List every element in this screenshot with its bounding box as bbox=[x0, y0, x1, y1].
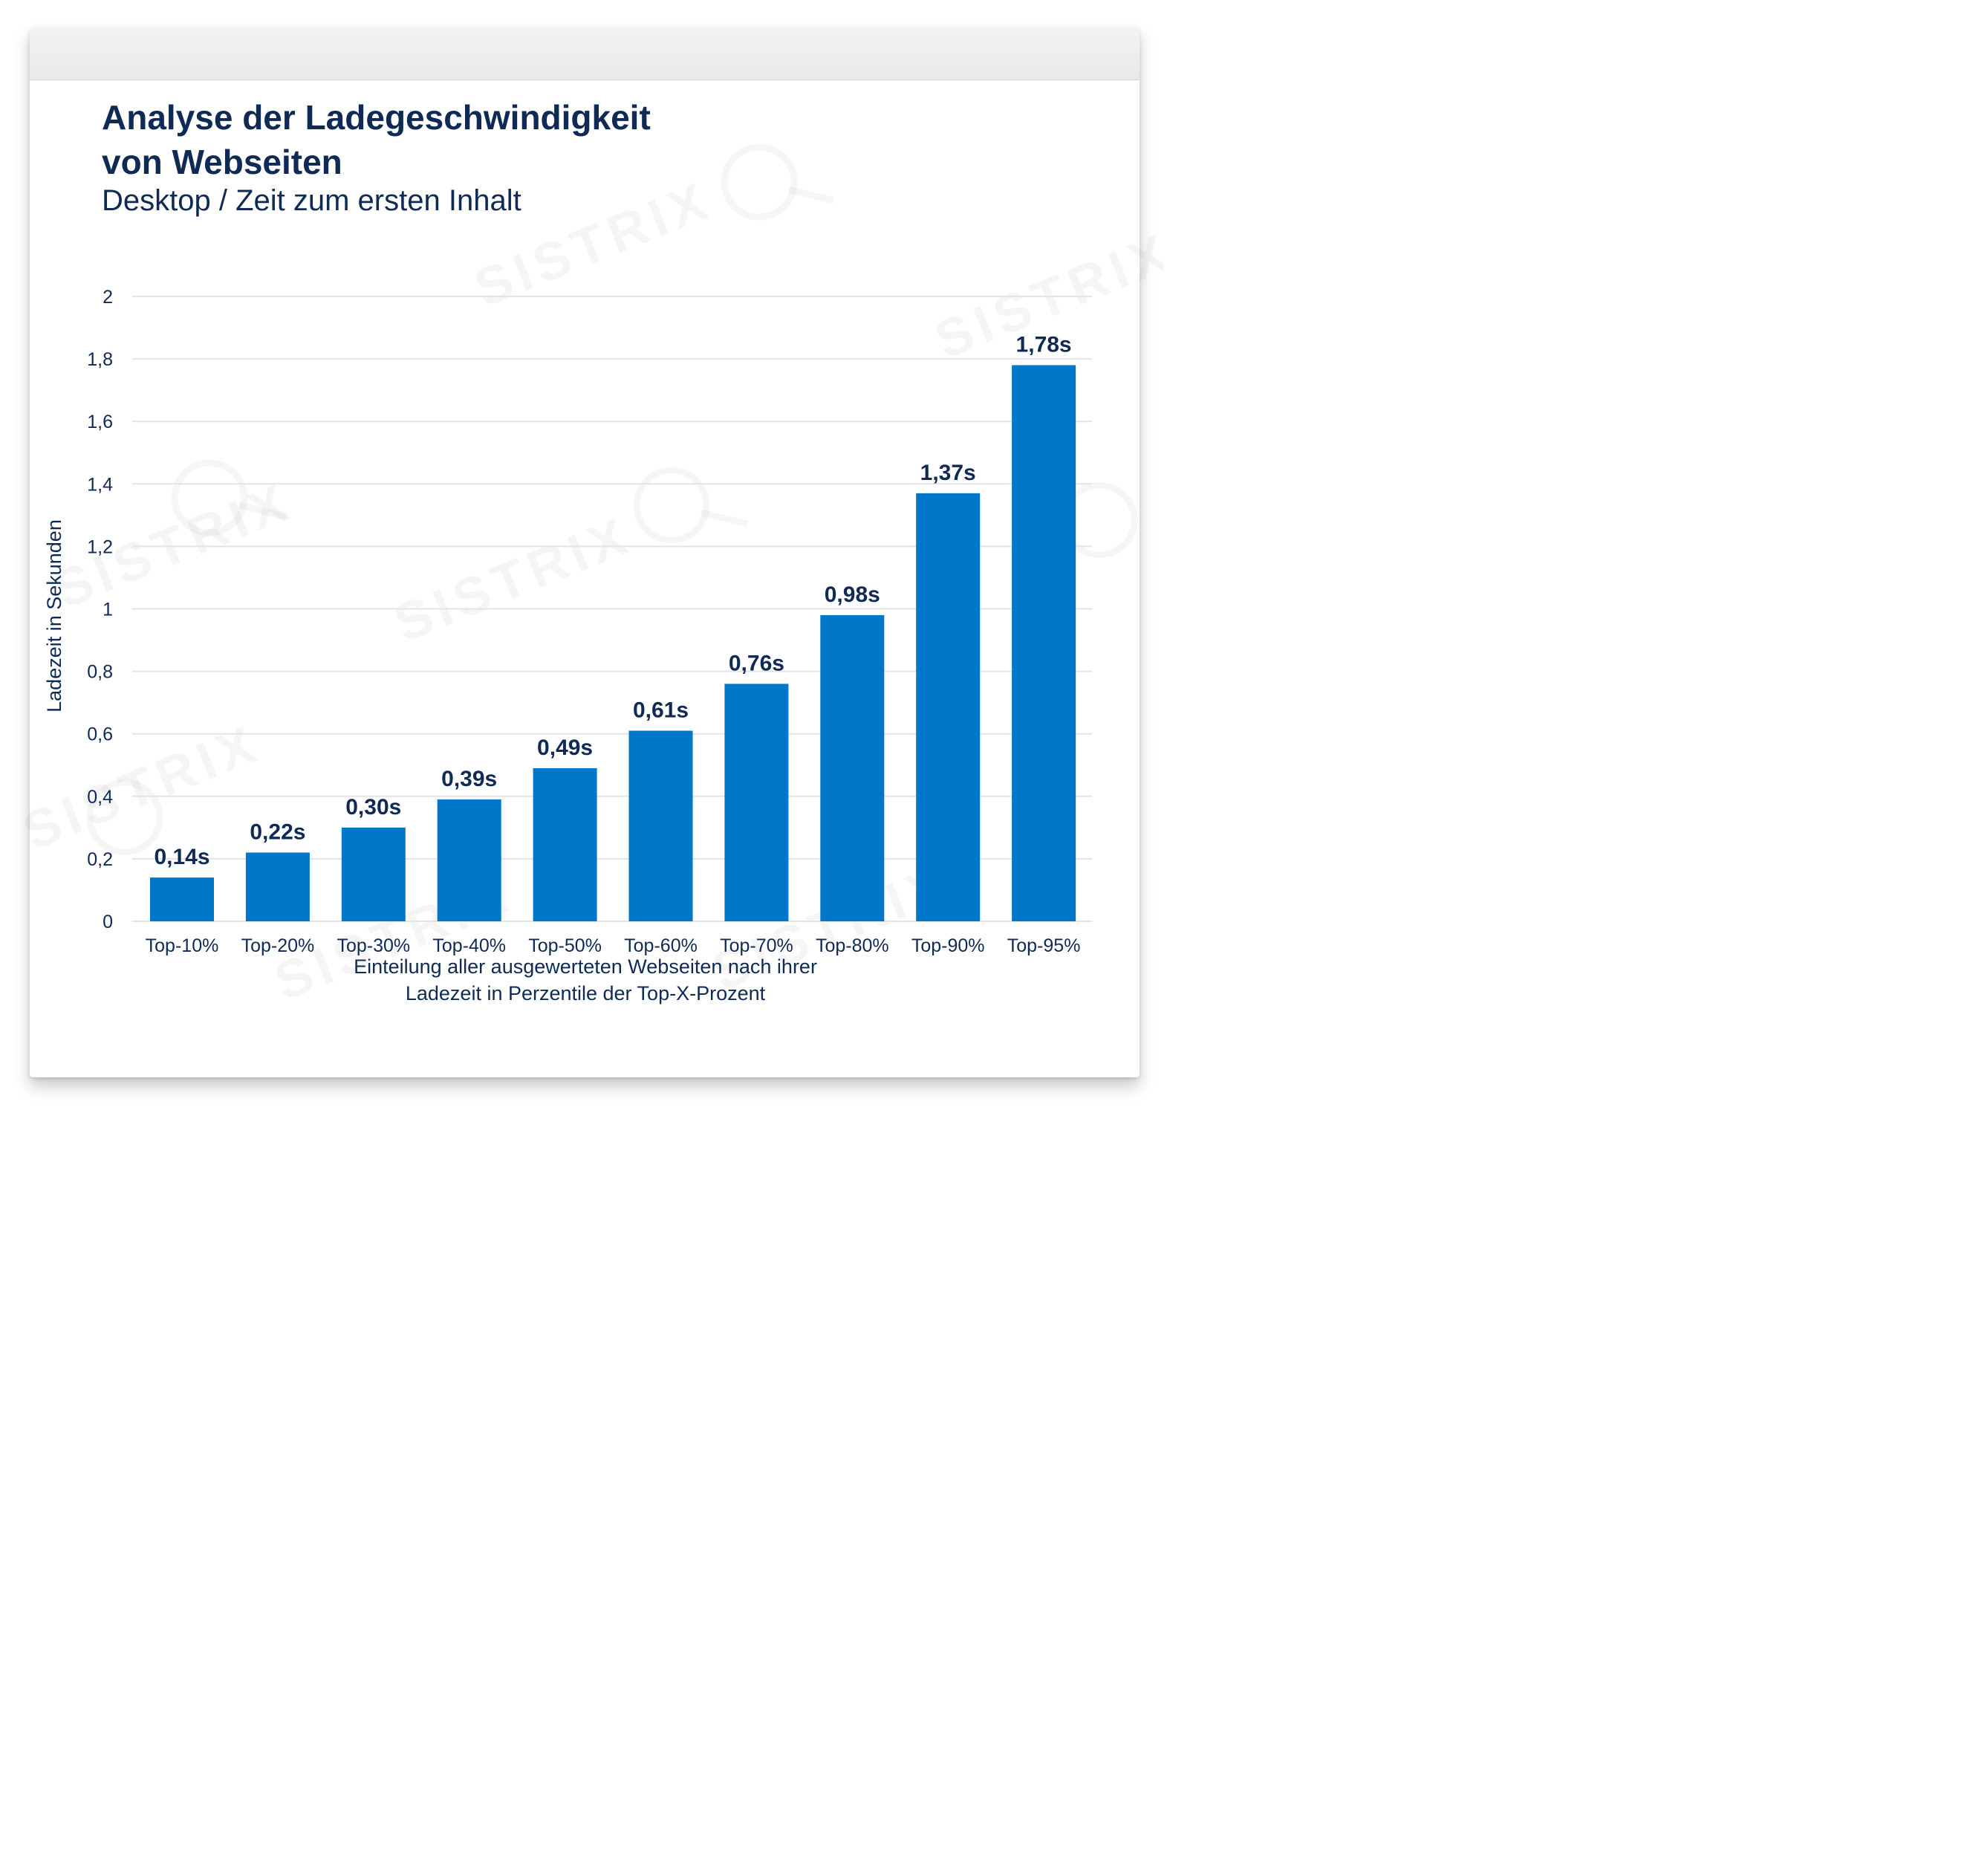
bar-value-label: 0,76s bbox=[729, 651, 784, 675]
bar-value-label: 0,39s bbox=[441, 767, 497, 791]
x-axis-title-line-1: Einteilung aller ausgewerteten Webseiten… bbox=[354, 955, 817, 978]
chart-title-line-2: von Webseiten bbox=[102, 143, 342, 181]
bar-value-label: 0,14s bbox=[154, 845, 209, 869]
x-tick-label: Top-95% bbox=[1007, 935, 1081, 956]
page: SISTRIX SISTRIX SISTRIX SISTRIX SISTRIX … bbox=[0, 0, 1164, 1106]
x-tick-label: Top-50% bbox=[528, 935, 602, 956]
bar bbox=[245, 852, 310, 921]
y-tick-label: 1,2 bbox=[87, 536, 113, 557]
bar bbox=[341, 827, 406, 921]
bar-value-label: 0,98s bbox=[825, 582, 880, 607]
card-header-bar bbox=[30, 27, 1140, 80]
x-axis-title-line-2: Ladezeit in Perzentile der Top-X-Prozent bbox=[405, 982, 766, 1004]
bar bbox=[533, 767, 597, 921]
bar bbox=[916, 493, 981, 921]
x-tick-label: Top-60% bbox=[624, 935, 698, 956]
bar-chart: 00,20,40,60,811,21,41,61,82 0,14s0,22s0,… bbox=[43, 287, 1092, 956]
y-tick-label: 1,8 bbox=[87, 349, 113, 370]
y-axis-ticks: 0 0,2 0,4 0,6 0,8 1 1,2 1,4 1,6 1,8 2 bbox=[87, 287, 113, 932]
bars bbox=[150, 365, 1076, 921]
x-tick-label: Top-20% bbox=[241, 935, 315, 956]
bar bbox=[150, 877, 214, 921]
chart-subtitle: Desktop / Zeit zum ersten Inhalt bbox=[102, 184, 521, 217]
bar bbox=[820, 614, 885, 921]
y-tick-label: 2 bbox=[103, 287, 113, 308]
y-tick-label: 1,6 bbox=[87, 412, 113, 432]
y-tick-label: 0 bbox=[103, 912, 113, 932]
x-tick-label: Top-30% bbox=[337, 935, 410, 956]
y-tick-label: 1 bbox=[103, 600, 113, 620]
y-tick-label: 0,2 bbox=[87, 849, 113, 870]
y-tick-label: 0,8 bbox=[87, 662, 113, 683]
x-axis-title: Einteilung aller ausgewerteten Webseiten… bbox=[325, 953, 845, 1007]
bar bbox=[437, 799, 501, 921]
x-tick-label: Top-90% bbox=[911, 935, 985, 956]
bar-value-label: 0,61s bbox=[633, 698, 689, 722]
y-tick-label: 1,4 bbox=[87, 474, 113, 495]
x-axis-ticks: Top-10% Top-20% Top-30% Top-40% Top-50% Top-6… bbox=[146, 935, 1081, 956]
bar-value-label: 1,37s bbox=[920, 461, 976, 485]
x-tick-label: Top-80% bbox=[816, 935, 889, 956]
bar-value-label: 0,30s bbox=[345, 795, 401, 819]
bar bbox=[628, 730, 693, 921]
bar-value-label: 1,78s bbox=[1016, 333, 1072, 357]
bar-value-labels: 0,14s 0,22s 0,30s 0,39s 0,49s 0,61s 0,76s 0,98s… bbox=[154, 333, 1071, 870]
bar bbox=[724, 684, 789, 921]
chart-title: Analyse der Ladegeschwindigkeit von Webs… bbox=[102, 95, 770, 184]
bar bbox=[1012, 365, 1076, 921]
x-tick-label: Top-40% bbox=[432, 935, 506, 956]
x-tick-label: Top-70% bbox=[720, 935, 793, 956]
y-tick-label: 0,6 bbox=[87, 724, 113, 745]
bar-value-label: 0,22s bbox=[250, 819, 305, 844]
x-tick-label: Top-10% bbox=[146, 935, 219, 956]
y-tick-label: 0,4 bbox=[87, 787, 113, 808]
y-axis-title: Ladezeit in Sekunden bbox=[43, 519, 65, 713]
chart-title-line-1: Analyse der Ladegeschwindigkeit bbox=[102, 98, 651, 137]
bar-value-label: 0,49s bbox=[537, 736, 593, 760]
